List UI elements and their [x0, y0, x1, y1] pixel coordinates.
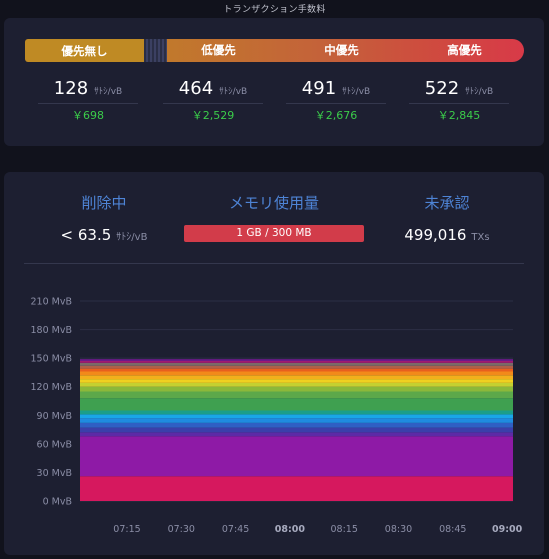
fee-unit: ｻﾄｼ/vB: [465, 87, 494, 97]
fee-band-14[interactable]: [80, 371, 513, 376]
fee-card: 優先無し 低優先 中優先 高優先 128 ｻﾄｼ/vB ￥698 464 ｻﾄｼ/v…: [4, 18, 544, 146]
fee-band-12[interactable]: [80, 379, 513, 383]
priority-gradient-bar: 低優先 中優先 高優先: [167, 39, 524, 62]
fee-divider: [286, 103, 386, 104]
fee-unit: ｻﾄｼ/vB: [94, 87, 123, 97]
x-tick-label: 08:45: [439, 524, 466, 535]
fee-none: 128 ｻﾄｼ/vB ￥698: [28, 78, 148, 123]
fee-band-2[interactable]: [80, 432, 513, 437]
fee-band-4[interactable]: [80, 422, 513, 428]
fee-unit: ｻﾄｼ/vB: [219, 87, 248, 97]
unconfirmed-label: 未承認: [424, 194, 470, 212]
fee-band-8[interactable]: [80, 398, 513, 411]
fee-fiat: ￥698: [72, 109, 104, 122]
fee-rate: 491: [301, 78, 337, 99]
y-tick-label: 90 MvB: [37, 411, 72, 422]
fee-rate: 522: [424, 78, 460, 99]
mempool-card: 削除中 < 63.5 ｻﾄｼ/vB メモリ使用量 1 GB / 300 MB 未承…: [4, 172, 544, 555]
fee-fiat: ￥2,529: [191, 109, 235, 122]
purging-value: < 63.5: [60, 226, 112, 244]
fee-rate: 464: [178, 78, 214, 99]
fee-band-0[interactable]: [80, 476, 513, 501]
fee-band-9[interactable]: [80, 391, 513, 399]
fee-band-10[interactable]: [80, 386, 513, 392]
purging-info: 削除中 < 63.5 ｻﾄｼ/vB: [14, 192, 194, 244]
fee-fiat: ￥2,845: [437, 109, 481, 122]
fee-divider: [409, 103, 509, 104]
fee-band-5[interactable]: [80, 418, 513, 423]
fee-band-19[interactable]: [80, 359, 513, 361]
fee-band-18[interactable]: [80, 361, 513, 363]
priority-medium-label: 中優先: [324, 43, 359, 57]
fee-unit: ｻﾄｼ/vB: [342, 87, 371, 97]
priority-high-label: 高優先: [447, 43, 482, 57]
memory-info: メモリ使用量 1 GB / 300 MB: [184, 192, 364, 242]
fee-medium: 491 ｻﾄｼ/vB ￥2,676: [276, 78, 396, 123]
y-tick-label: 150 MvB: [31, 354, 73, 365]
y-tick-label: 0 MvB: [43, 497, 72, 508]
fee-band-1[interactable]: [80, 436, 513, 477]
fee-band-13[interactable]: [80, 375, 513, 380]
x-tick-label: 07:15: [113, 524, 140, 535]
x-tick-label: 08:30: [385, 524, 412, 535]
y-tick-label: 30 MvB: [37, 468, 72, 479]
priority-gap: [144, 39, 167, 62]
fee-divider: [163, 103, 263, 104]
x-tick-label: 07:30: [168, 524, 195, 535]
priority-none-bar: 優先無し: [25, 39, 144, 62]
y-tick-label: 60 MvB: [37, 439, 72, 450]
purging-label: 削除中: [81, 194, 127, 212]
fee-band-16[interactable]: [80, 365, 513, 369]
x-tick-label: 07:45: [222, 524, 249, 535]
fee-low: 464 ｻﾄｼ/vB ￥2,529: [153, 78, 273, 123]
priority-low-label: 低優先: [201, 43, 236, 57]
memory-label: メモリ使用量: [228, 194, 319, 212]
fee-band-7[interactable]: [80, 410, 513, 415]
fee-band-17[interactable]: [80, 362, 513, 366]
y-tick-label: 180 MvB: [31, 325, 73, 336]
y-tick-label: 210 MvB: [31, 297, 73, 308]
x-tick-label: 08:15: [331, 524, 358, 535]
fee-rate: 128: [53, 78, 89, 99]
fee-band-15[interactable]: [80, 368, 513, 372]
unconfirmed-value: 499,016: [404, 226, 467, 244]
fee-fiat: ￥2,676: [314, 109, 358, 122]
mempool-chart[interactable]: 0 MvB 30 MvB 60 MvB 90 MvB 120 MvB 150 MvB 180…: [4, 172, 544, 555]
fee-band-11[interactable]: [80, 382, 513, 387]
fee-band-6[interactable]: [80, 414, 513, 419]
x-tick-label: 08:00: [275, 524, 306, 535]
fee-high: 522 ｻﾄｼ/vB ￥2,845: [399, 78, 519, 123]
unconfirmed-unit: TXs: [471, 232, 490, 243]
x-tick-label: 09:00: [492, 524, 523, 535]
fee-divider: [38, 103, 138, 104]
fee-band-3[interactable]: [80, 427, 513, 433]
memory-usage-bar: 1 GB / 300 MB: [184, 225, 364, 242]
purging-unit: ｻﾄｼ/vB: [116, 232, 148, 243]
fees-title: トランザクション手数料: [223, 5, 326, 15]
unconfirmed-info: 未承認 499,016 TXs: [357, 192, 537, 244]
section-divider: [24, 263, 524, 264]
y-tick-label: 120 MvB: [31, 382, 73, 393]
